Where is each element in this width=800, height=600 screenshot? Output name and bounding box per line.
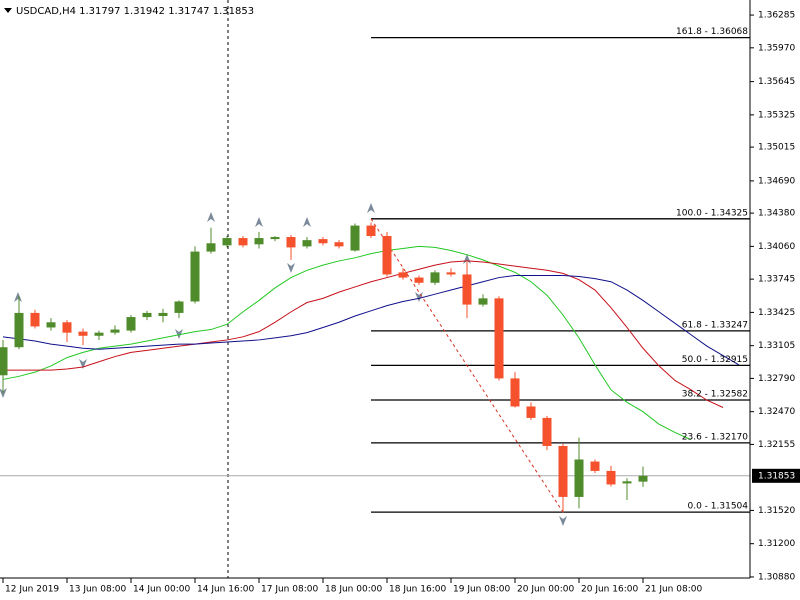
- fractal-up: [367, 203, 375, 213]
- x-tick-label: 14 Jun 16:00: [197, 585, 254, 595]
- fractal-up: [207, 212, 215, 222]
- candle-body: [526, 406, 536, 418]
- fractal-down: [79, 359, 87, 369]
- candle-body: [462, 274, 472, 305]
- candle-body: [126, 317, 136, 331]
- fractal-down: [0, 388, 7, 398]
- candle-body: [302, 240, 312, 247]
- x-tick-label: 14 Jun 00:00: [133, 585, 190, 595]
- fibo-label: 50.0 - 1.32915: [682, 355, 748, 365]
- fibo-label: 100.0 - 1.34325: [676, 208, 748, 218]
- candle-body: [142, 312, 152, 318]
- y-tick-label: 1.33425: [758, 308, 795, 318]
- plot-area: [0, 36, 750, 513]
- fibo-label: 61.8 - 1.33247: [682, 320, 748, 330]
- chart-title: USDCAD,H4 1.31797 1.31942 1.31747 1.3185…: [16, 6, 254, 17]
- candle-body: [254, 238, 264, 245]
- title-arrow: [4, 8, 12, 13]
- y-tick-label: 1.32470: [758, 407, 795, 417]
- y-tick-label: 1.32790: [758, 374, 795, 384]
- candle-body: [542, 417, 552, 446]
- y-tick-label: 1.35015: [758, 143, 795, 153]
- moving-average: [2, 245, 692, 441]
- x-tick-label: 20 Jun 16:00: [581, 585, 638, 595]
- candle-body: [206, 243, 216, 252]
- candle-body: [398, 272, 408, 278]
- x-tick-label: 19 Jun 08:00: [453, 585, 510, 595]
- fibo-label: 0.0 - 1.31504: [688, 502, 749, 512]
- candle-body: [446, 272, 456, 275]
- candle-body: [190, 251, 200, 302]
- candle-body: [158, 312, 168, 317]
- candle-body: [350, 225, 360, 251]
- fractal-up: [14, 292, 22, 302]
- moving-average: [2, 274, 740, 366]
- fractal-down: [175, 329, 183, 339]
- candle-body: [366, 225, 376, 236]
- candle-body: [286, 237, 296, 248]
- candle-body: [590, 461, 600, 471]
- y-tick-label: 1.35645: [758, 77, 795, 87]
- candle-body: [0, 347, 8, 376]
- candle-body: [62, 322, 72, 333]
- fibo-label: 23.6 - 1.32170: [682, 432, 748, 442]
- x-tick-label: 20 Jun 00:00: [517, 585, 574, 595]
- candle-body: [478, 298, 488, 305]
- y-tick-label: 1.31520: [758, 506, 795, 516]
- fibo-label: 161.8 - 1.36068: [676, 27, 748, 37]
- x-tick-label: 18 Jun 00:00: [325, 585, 382, 595]
- candle-body: [334, 242, 344, 247]
- candle-body: [638, 475, 648, 482]
- candle-body: [238, 238, 248, 246]
- x-tick-label: 17 Jun 08:00: [261, 585, 318, 595]
- candle-body: [14, 312, 24, 348]
- fibo-label: 38.2 - 1.32582: [682, 390, 748, 400]
- candle-body: [382, 235, 392, 275]
- candle-body: [30, 312, 40, 327]
- fractal-down: [287, 263, 295, 273]
- y-tick-label: 1.33745: [758, 275, 795, 285]
- x-tick-label: 18 Jun 16:00: [389, 585, 446, 595]
- y-tick-label: 1.33105: [758, 341, 795, 351]
- y-tick-label: 1.32155: [758, 440, 795, 450]
- candle-body: [574, 459, 584, 497]
- y-tick-label: 1.35970: [758, 43, 795, 53]
- candle-body: [46, 322, 56, 328]
- candle-body: [430, 272, 440, 283]
- candle-body: [622, 481, 632, 484]
- fibo-trend: [370, 218, 564, 513]
- x-tick-label: 13 Jun 08:00: [69, 585, 126, 595]
- x-tick-label: 12 Jun 2019: [5, 585, 59, 595]
- candle-body: [510, 378, 520, 407]
- candle-body: [318, 239, 328, 244]
- candle-body: [110, 329, 120, 333]
- candle-body: [270, 237, 280, 240]
- fractals: [0, 203, 567, 526]
- candle-body: [222, 238, 232, 246]
- fractal-up: [303, 217, 311, 227]
- candle-body: [78, 331, 88, 336]
- y-tick-label: 1.31200: [758, 539, 795, 549]
- y-tick-label: 1.34380: [758, 209, 795, 219]
- candle-body: [494, 298, 504, 379]
- fractal-up: [255, 217, 263, 227]
- candle-body: [558, 445, 568, 497]
- y-tick-label: 1.30880: [758, 572, 795, 582]
- candle-body: [174, 301, 184, 313]
- y-tick-label: 1.34690: [758, 176, 795, 186]
- candle-body: [414, 277, 424, 283]
- y-tick-label: 1.34060: [758, 242, 795, 252]
- y-tick-label: 1.36285: [758, 11, 795, 21]
- fractal-down: [559, 516, 567, 526]
- price-tag-label: 1.31853: [758, 471, 795, 481]
- candle-body: [606, 470, 616, 485]
- candle-body: [94, 332, 104, 336]
- price-tag: [752, 468, 800, 483]
- y-tick-label: 1.35325: [758, 110, 795, 120]
- x-tick-label: 21 Jun 08:00: [645, 585, 702, 595]
- moving-average: [3, 260, 724, 408]
